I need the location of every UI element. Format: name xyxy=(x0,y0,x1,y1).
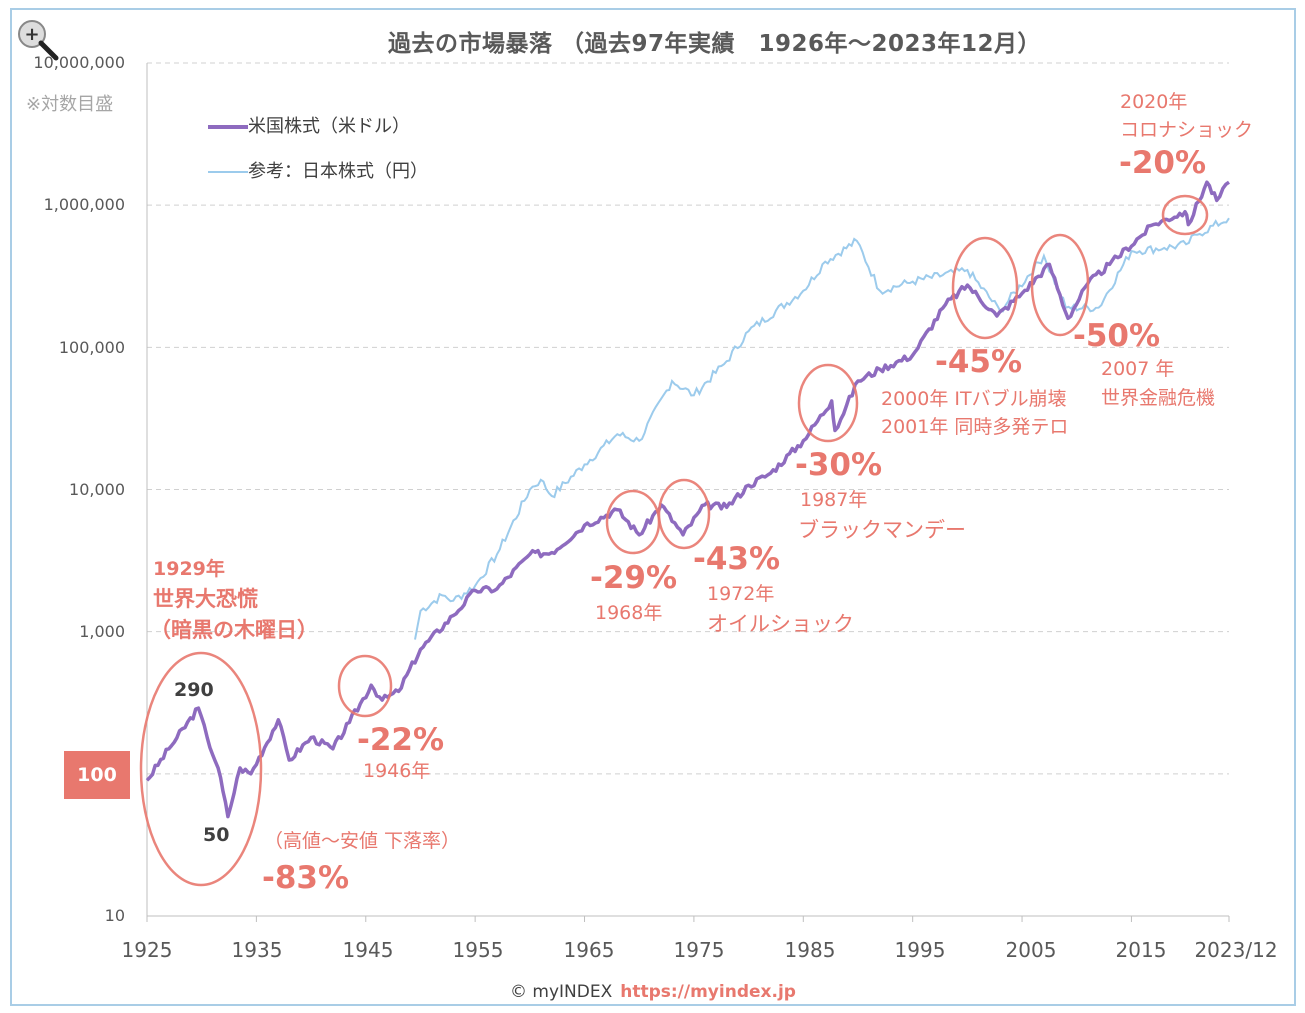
y-tick-label: 10 xyxy=(104,906,125,925)
series-line-us xyxy=(145,180,1230,819)
credit: © myINDEX https://myindex.jp xyxy=(510,982,796,1002)
credit-link[interactable]: https://myindex.jp xyxy=(620,982,796,1002)
series-line-jp xyxy=(414,217,1230,640)
start-value-badge: 100 xyxy=(64,751,130,799)
annotation-low-value: 50 xyxy=(203,824,230,846)
x-tick-label: 1955 xyxy=(452,938,504,962)
crash-highlight-circle xyxy=(1030,233,1090,337)
annotation-2007-event: 世界金融危機 xyxy=(1101,387,1216,409)
svg-text:+: + xyxy=(24,24,39,45)
chart-frame xyxy=(10,8,1296,1006)
annotation-2007-year: 2007 年 xyxy=(1101,358,1175,380)
legend-item-us: 米国株式（米ドル） xyxy=(208,112,410,138)
annotation-2000-line2: 2001年 同時多発テロ xyxy=(881,416,1069,438)
copyright-text: © myINDEX xyxy=(510,982,613,1002)
y-tick-label: 1,000,000 xyxy=(43,195,125,214)
annotation-1929-sub: （暗黒の木曜日） xyxy=(150,618,318,642)
x-tick-label: 2023/12 xyxy=(1194,938,1278,962)
annotation-range-note: （高値～安値 下落率） xyxy=(264,830,461,852)
y-tick-label: 1,000 xyxy=(79,622,125,641)
legend-swatch-jp xyxy=(208,171,248,173)
annotation-high-value: 290 xyxy=(174,679,214,701)
annotation-1929-event: 世界大恐慌 xyxy=(153,587,258,611)
annotation-1987-event: ブラックマンデー xyxy=(798,518,966,542)
annotation-1987-year: 1987年 xyxy=(800,489,868,511)
crash-highlight-circle xyxy=(951,236,1019,340)
annotation-2020-event: コロナショック xyxy=(1120,119,1254,141)
annotation-1972-year: 1972年 xyxy=(707,583,775,605)
legend-label-us: 米国株式（米ドル） xyxy=(248,116,410,137)
annotation-1968-year: 1968年 xyxy=(595,602,663,624)
annotation-1946-pct: -22% xyxy=(357,722,445,758)
y-tick-label: 100,000 xyxy=(58,338,125,357)
annotation-2020-year: 2020年 xyxy=(1120,91,1188,113)
x-tick-label: 1965 xyxy=(563,938,615,962)
y-tick-label: 10,000,000 xyxy=(33,53,125,72)
x-tick-label: 1935 xyxy=(231,938,283,962)
legend-swatch-us xyxy=(208,125,248,129)
annotation-1929-year: 1929年 xyxy=(153,558,225,580)
annotation-1946-year: 1946年 xyxy=(363,760,431,782)
annotation-1987-pct: -30% xyxy=(795,447,883,483)
y-tick-label: 10,000 xyxy=(69,480,125,499)
x-tick-label: 2015 xyxy=(1115,938,1167,962)
x-tick-label: 1985 xyxy=(784,938,836,962)
annotation-2000-line1: 2000年 ITバブル崩壊 xyxy=(881,388,1067,410)
x-tick-label: 1925 xyxy=(121,938,173,962)
crash-highlight-circle xyxy=(657,478,711,550)
zoom-in-icon[interactable]: + xyxy=(16,18,62,68)
x-tick-label: 1945 xyxy=(342,938,394,962)
annotation-1972-event: オイルショック xyxy=(707,612,854,636)
annotation-2000-pct: -45% xyxy=(935,344,1023,380)
x-tick-label: 1975 xyxy=(673,938,725,962)
annotation-2020-pct: -20% xyxy=(1119,145,1207,181)
x-tick-label: 1995 xyxy=(894,938,946,962)
legend-item-jp: 参考：日本株式（円） xyxy=(208,157,428,183)
annotation-1972-pct: -43% xyxy=(693,541,781,577)
annotation-1968-pct: -29% xyxy=(590,560,678,596)
log-scale-note: ※対数目盛 xyxy=(26,94,114,115)
crash-highlight-circle xyxy=(139,651,263,887)
legend-label-jp: 参考：日本株式（円） xyxy=(248,161,428,182)
annotation-1929-pct: -83% xyxy=(262,860,350,896)
x-tick-label: 2005 xyxy=(1005,938,1057,962)
chart-title: 過去の市場暴落 （過去97年実績 1926年～2023年12月） xyxy=(388,31,1042,57)
annotation-2007-pct: -50% xyxy=(1073,318,1161,354)
crash-highlight-circle xyxy=(1161,194,1209,236)
crash-highlight-circle xyxy=(797,363,859,443)
crash-highlight-circle xyxy=(337,654,393,718)
